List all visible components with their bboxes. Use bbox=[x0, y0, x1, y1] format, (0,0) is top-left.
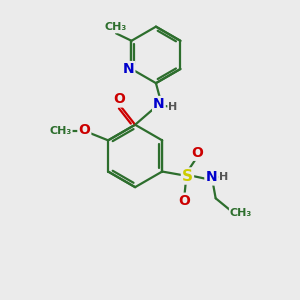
Text: O: O bbox=[78, 123, 90, 137]
Text: O: O bbox=[178, 194, 190, 208]
Text: CH₃: CH₃ bbox=[50, 126, 72, 136]
Text: O: O bbox=[191, 146, 203, 160]
Text: N: N bbox=[206, 170, 217, 184]
Text: S: S bbox=[182, 169, 193, 184]
Text: CH₃: CH₃ bbox=[230, 208, 252, 218]
Text: N: N bbox=[153, 97, 165, 111]
Text: CH₃: CH₃ bbox=[105, 22, 127, 32]
Text: H: H bbox=[219, 172, 228, 182]
Text: O: O bbox=[113, 92, 125, 106]
Text: N: N bbox=[123, 62, 134, 76]
Text: H: H bbox=[168, 102, 178, 112]
